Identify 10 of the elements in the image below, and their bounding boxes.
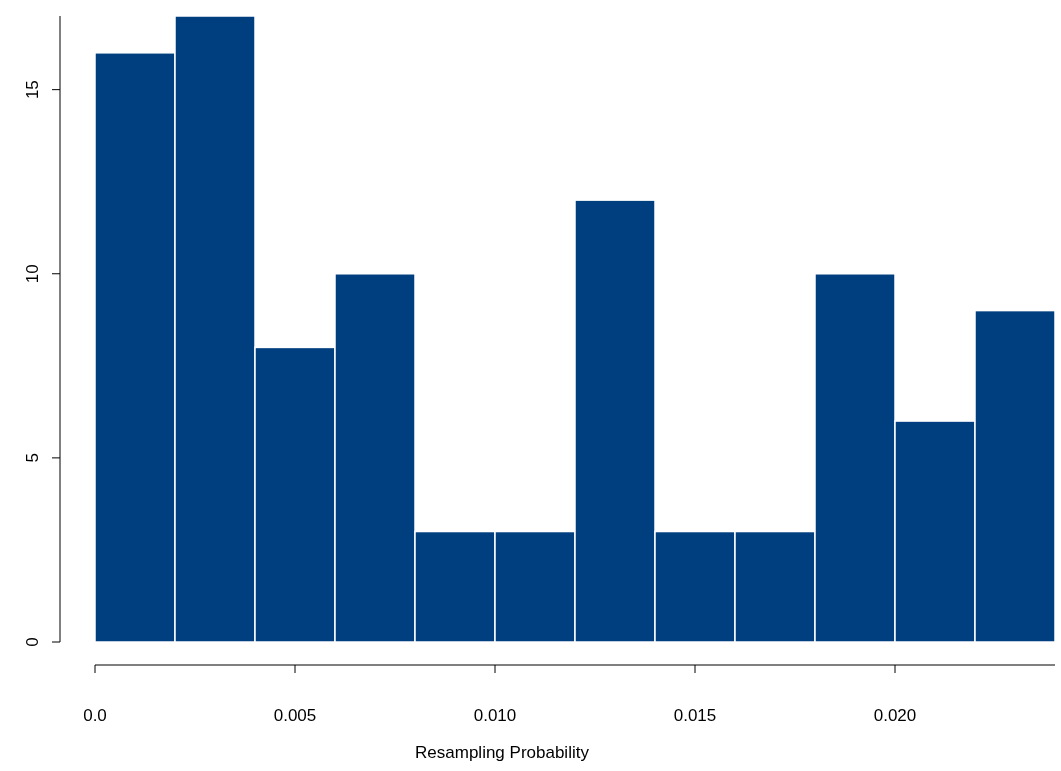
x-tick-label: 0.0 [83,706,107,725]
y-tick-label: 0 [23,637,42,647]
x-tick-label: 0.015 [673,706,717,725]
x-tick-label: 0.020 [873,706,917,725]
x-tick-label: 0.005 [273,706,317,725]
x-tick-label: 0.010 [473,706,517,725]
y-tick-label: 10 [23,264,42,284]
y-tick-label: 5 [23,453,42,463]
y-tick-label: 15 [23,80,42,100]
x-axis-title: Resampling Probability [415,743,590,762]
